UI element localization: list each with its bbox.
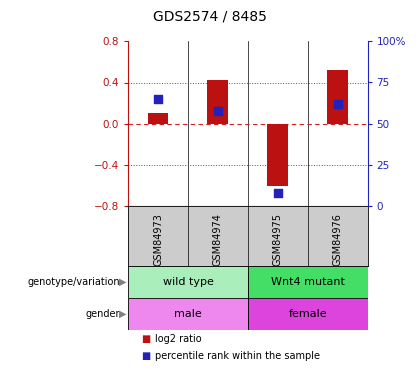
Bar xyxy=(128,266,248,298)
Bar xyxy=(147,113,168,124)
Text: ▶: ▶ xyxy=(118,309,126,319)
Text: GSM84973: GSM84973 xyxy=(153,213,163,266)
Text: ■: ■ xyxy=(141,334,150,344)
Point xyxy=(155,96,161,102)
Text: wild type: wild type xyxy=(163,277,213,287)
Bar xyxy=(248,266,368,298)
Text: male: male xyxy=(174,309,202,319)
Text: Wnt4 mutant: Wnt4 mutant xyxy=(271,277,344,287)
Text: ■: ■ xyxy=(141,351,150,361)
Text: female: female xyxy=(289,309,327,319)
Bar xyxy=(267,124,288,186)
Text: GDS2574 / 8485: GDS2574 / 8485 xyxy=(153,10,267,24)
Text: genotype/variation: genotype/variation xyxy=(27,277,120,287)
Bar xyxy=(207,81,228,124)
Point xyxy=(334,101,341,107)
Text: gender: gender xyxy=(85,309,120,319)
Bar xyxy=(248,298,368,330)
Point xyxy=(274,190,281,196)
Bar xyxy=(327,70,348,124)
Text: GSM84975: GSM84975 xyxy=(273,213,283,267)
Bar xyxy=(128,298,248,330)
Text: log2 ratio: log2 ratio xyxy=(155,334,202,344)
Text: ▶: ▶ xyxy=(118,277,126,287)
Text: GSM84974: GSM84974 xyxy=(213,213,223,266)
Text: percentile rank within the sample: percentile rank within the sample xyxy=(155,351,320,361)
Text: GSM84976: GSM84976 xyxy=(333,213,343,266)
Point xyxy=(215,108,221,114)
